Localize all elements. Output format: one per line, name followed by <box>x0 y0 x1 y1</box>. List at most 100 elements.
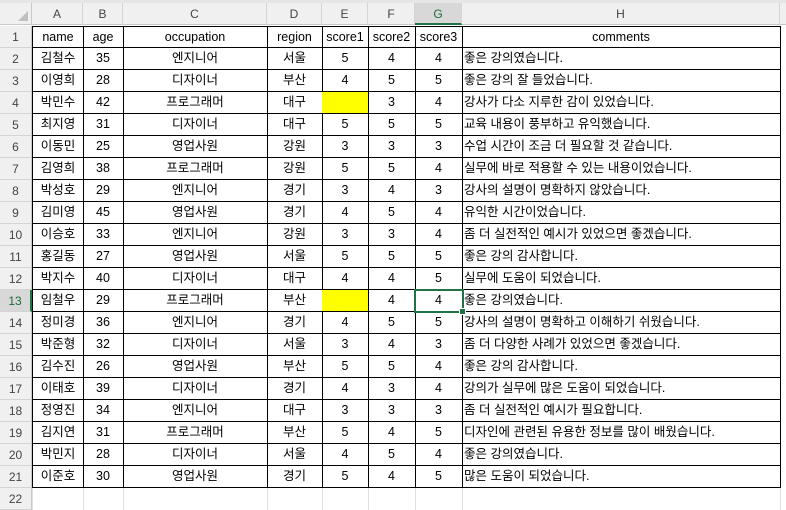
column-header-C[interactable]: C <box>123 3 267 25</box>
cell-C15[interactable]: 디자이너 <box>123 334 268 356</box>
cell-C9[interactable]: 영업사원 <box>123 202 268 224</box>
row-header-18[interactable]: 18 <box>0 400 32 422</box>
cell-E20[interactable]: 4 <box>322 444 369 466</box>
cell-D2[interactable]: 서울 <box>267 48 323 70</box>
cell-B17[interactable]: 39 <box>83 378 124 400</box>
cell-B10[interactable]: 33 <box>83 224 124 246</box>
cell-F15[interactable]: 4 <box>368 334 416 356</box>
cell-H17[interactable]: 강의가 실무에 많은 도움이 되었습니다. <box>462 378 781 400</box>
cell-A9[interactable]: 김미영 <box>32 202 84 224</box>
cell-F5[interactable]: 5 <box>368 114 416 136</box>
cell-A13[interactable]: 임철우 <box>32 290 84 312</box>
cell-A11[interactable]: 홍길동 <box>32 246 84 268</box>
cell-D21[interactable]: 경기 <box>267 466 323 488</box>
column-header-F[interactable]: F <box>368 3 415 25</box>
cell-F17[interactable]: 3 <box>368 378 416 400</box>
cell-B6[interactable]: 25 <box>83 136 124 158</box>
cell-D12[interactable]: 대구 <box>267 268 323 290</box>
cell-F6[interactable]: 3 <box>368 136 416 158</box>
cell-D14[interactable]: 경기 <box>267 312 323 334</box>
cell-A17[interactable]: 이태호 <box>32 378 84 400</box>
cell-C19[interactable]: 프로그래머 <box>123 422 268 444</box>
cell-H5[interactable]: 교육 내용이 풍부하고 유익했습니다. <box>462 114 781 136</box>
cell-F16[interactable]: 5 <box>368 356 416 378</box>
header-cell-age[interactable]: age <box>83 26 124 48</box>
cell-B3[interactable]: 28 <box>83 70 124 92</box>
cell-B13[interactable]: 29 <box>83 290 124 312</box>
cell-D7[interactable]: 강원 <box>267 158 323 180</box>
cell-F19[interactable]: 4 <box>368 422 416 444</box>
cell-D18[interactable]: 대구 <box>267 400 323 422</box>
cell-H18[interactable]: 좀 더 실전적인 예시가 필요합니다. <box>462 400 781 422</box>
header-cell-score3[interactable]: score3 <box>415 26 463 48</box>
cell-G12[interactable]: 5 <box>415 268 463 290</box>
column-header-H[interactable]: H <box>462 3 780 25</box>
cell-F21[interactable]: 4 <box>368 466 416 488</box>
cell-D17[interactable]: 경기 <box>267 378 323 400</box>
cell-C21[interactable]: 영업사원 <box>123 466 268 488</box>
cell-D4[interactable]: 대구 <box>267 92 323 114</box>
cell-E19[interactable]: 5 <box>322 422 369 444</box>
cell-G6[interactable]: 3 <box>415 136 463 158</box>
cell-H10[interactable]: 좀 더 실전적인 예시가 있었으면 좋겠습니다. <box>462 224 781 246</box>
cell-A15[interactable]: 박준형 <box>32 334 84 356</box>
cell-H15[interactable]: 좀 더 다양한 사례가 있었으면 좋겠습니다. <box>462 334 781 356</box>
cell-F13[interactable]: 4 <box>368 290 416 312</box>
cell-G9[interactable]: 4 <box>415 202 463 224</box>
cell-B5[interactable]: 31 <box>83 114 124 136</box>
cell-C5[interactable]: 디자이너 <box>123 114 268 136</box>
cell-F8[interactable]: 4 <box>368 180 416 202</box>
cell-C16[interactable]: 영업사원 <box>123 356 268 378</box>
cell-F11[interactable]: 5 <box>368 246 416 268</box>
cell-F14[interactable]: 5 <box>368 312 416 334</box>
column-header-E[interactable]: E <box>322 3 368 25</box>
cell-C2[interactable]: 엔지니어 <box>123 48 268 70</box>
cell-C6[interactable]: 영업사원 <box>123 136 268 158</box>
cell-G4[interactable]: 4 <box>415 92 463 114</box>
cell-A10[interactable]: 이승호 <box>32 224 84 246</box>
row-header-1[interactable]: 1 <box>0 26 32 48</box>
cell-G8[interactable]: 3 <box>415 180 463 202</box>
cell-B9[interactable]: 45 <box>83 202 124 224</box>
header-cell-comments[interactable]: comments <box>462 26 781 48</box>
cell-A12[interactable]: 박지수 <box>32 268 84 290</box>
cell-D11[interactable]: 서울 <box>267 246 323 268</box>
cell-H21[interactable]: 많은 도움이 되었습니다. <box>462 466 781 488</box>
cell-A7[interactable]: 김영희 <box>32 158 84 180</box>
column-header-D[interactable]: D <box>267 3 322 25</box>
cell-G15[interactable]: 3 <box>415 334 463 356</box>
cell-H11[interactable]: 좋은 강의 감사합니다. <box>462 246 781 268</box>
cell-E18[interactable]: 3 <box>322 400 369 422</box>
cell-D8[interactable]: 경기 <box>267 180 323 202</box>
cell-H14[interactable]: 강사의 설명이 명확하고 이해하기 쉬웠습니다. <box>462 312 781 334</box>
cell-B15[interactable]: 32 <box>83 334 124 356</box>
cell-A16[interactable]: 김수진 <box>32 356 84 378</box>
cell-H6[interactable]: 수업 시간이 조금 더 필요할 것 같습니다. <box>462 136 781 158</box>
cell-A5[interactable]: 최지영 <box>32 114 84 136</box>
cell-H20[interactable]: 좋은 강의였습니다. <box>462 444 781 466</box>
cell-E21[interactable]: 5 <box>322 466 369 488</box>
cell-E17[interactable]: 4 <box>322 378 369 400</box>
row-header-2[interactable]: 2 <box>0 48 32 70</box>
cell-B7[interactable]: 38 <box>83 158 124 180</box>
header-cell-name[interactable]: name <box>32 26 84 48</box>
header-cell-region[interactable]: region <box>267 26 323 48</box>
cell-B16[interactable]: 26 <box>83 356 124 378</box>
cell-A20[interactable]: 박민지 <box>32 444 84 466</box>
cell-H9[interactable]: 유익한 시간이었습니다. <box>462 202 781 224</box>
cell-G2[interactable]: 4 <box>415 48 463 70</box>
cell-C7[interactable]: 프로그래머 <box>123 158 268 180</box>
row-header-6[interactable]: 6 <box>0 136 32 158</box>
cell-H8[interactable]: 강사의 설명이 명확하지 않았습니다. <box>462 180 781 202</box>
cell-G20[interactable]: 4 <box>415 444 463 466</box>
cell-E13[interactable] <box>322 290 369 312</box>
cell-C20[interactable]: 디자이너 <box>123 444 268 466</box>
cell-F2[interactable]: 4 <box>368 48 416 70</box>
cell-H19[interactable]: 디자인에 관련된 유용한 정보를 많이 배웠습니다. <box>462 422 781 444</box>
cell-D16[interactable]: 부산 <box>267 356 323 378</box>
row-header-22[interactable]: 22 <box>0 488 32 510</box>
cell-A21[interactable]: 이준호 <box>32 466 84 488</box>
cell-G10[interactable]: 4 <box>415 224 463 246</box>
row-header-8[interactable]: 8 <box>0 180 32 202</box>
row-header-10[interactable]: 10 <box>0 224 32 246</box>
